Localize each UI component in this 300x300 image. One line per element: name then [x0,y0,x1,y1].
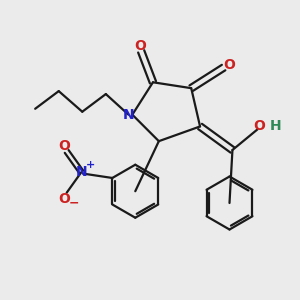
Text: −: − [69,196,79,209]
Text: O: O [134,39,146,53]
Text: H: H [269,119,281,133]
Text: N: N [123,108,134,122]
Text: O: O [253,119,265,133]
Text: O: O [58,139,70,153]
Text: O: O [58,192,70,206]
Text: O: O [223,58,235,72]
Text: +: + [85,160,95,170]
Text: N: N [76,165,87,179]
